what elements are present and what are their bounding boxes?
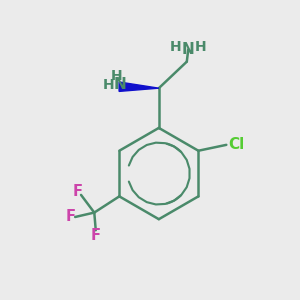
Text: N: N (113, 77, 126, 92)
Polygon shape (119, 82, 159, 92)
Text: N: N (182, 42, 195, 57)
Text: H: H (103, 78, 115, 92)
Text: F: F (91, 228, 101, 243)
Text: F: F (66, 209, 76, 224)
Text: Cl: Cl (228, 137, 244, 152)
Text: H: H (195, 40, 206, 54)
Text: F: F (73, 184, 83, 200)
Text: H: H (170, 40, 182, 54)
Text: H: H (111, 68, 122, 83)
